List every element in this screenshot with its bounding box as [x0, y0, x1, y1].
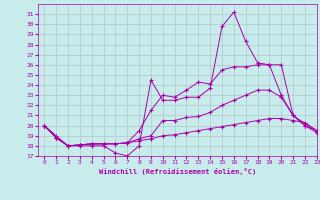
- X-axis label: Windchill (Refroidissement éolien,°C): Windchill (Refroidissement éolien,°C): [99, 168, 256, 175]
